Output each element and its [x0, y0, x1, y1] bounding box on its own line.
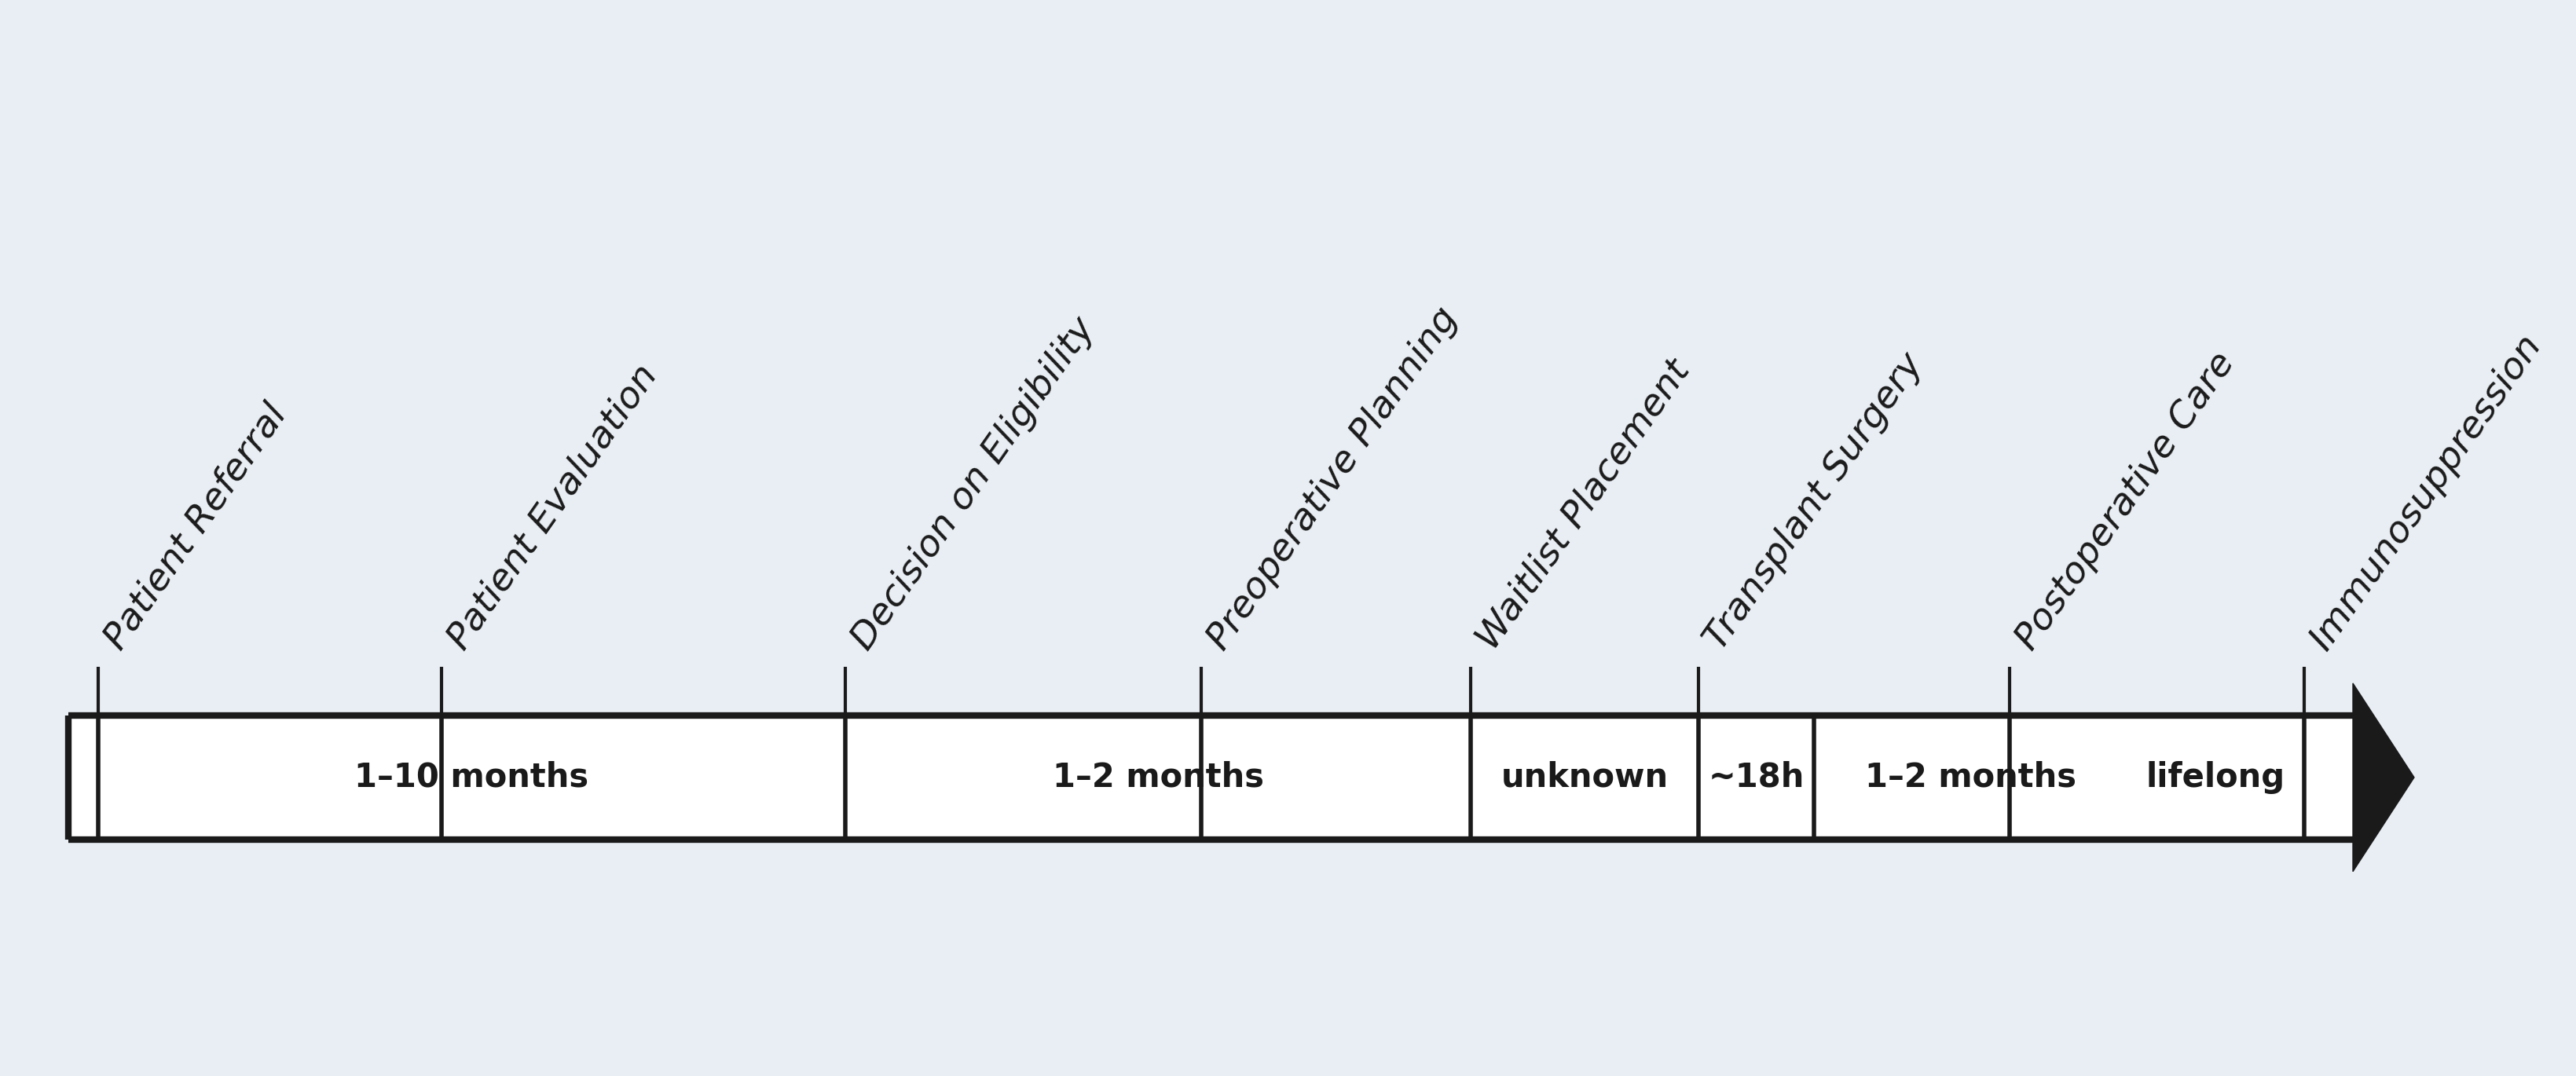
Text: Decision on Eligibility: Decision on Eligibility	[845, 311, 1103, 656]
Text: Patient Evaluation: Patient Evaluation	[440, 358, 665, 656]
Bar	[70, 716, 2352, 839]
Text: Waitlist Placement: Waitlist Placement	[1471, 354, 1698, 656]
Text: Postoperative Care: Postoperative Care	[2009, 345, 2241, 656]
Polygon shape	[2352, 683, 2414, 872]
Text: 1–2 months: 1–2 months	[1054, 761, 1265, 794]
Text: 1–2 months: 1–2 months	[1865, 761, 2076, 794]
Text: Preoperative Planning: Preoperative Planning	[1200, 301, 1466, 656]
Text: unknown: unknown	[1502, 761, 1669, 794]
Text: 1–10 months: 1–10 months	[355, 761, 590, 794]
Text: Patient Referral: Patient Referral	[98, 398, 294, 656]
Text: Transplant Surgery: Transplant Surgery	[1698, 346, 1929, 656]
Text: ~18h: ~18h	[1708, 761, 1803, 794]
Text: Immunosuppression: Immunosuppression	[2303, 328, 2548, 656]
Text: lifelong: lifelong	[2146, 761, 2285, 794]
